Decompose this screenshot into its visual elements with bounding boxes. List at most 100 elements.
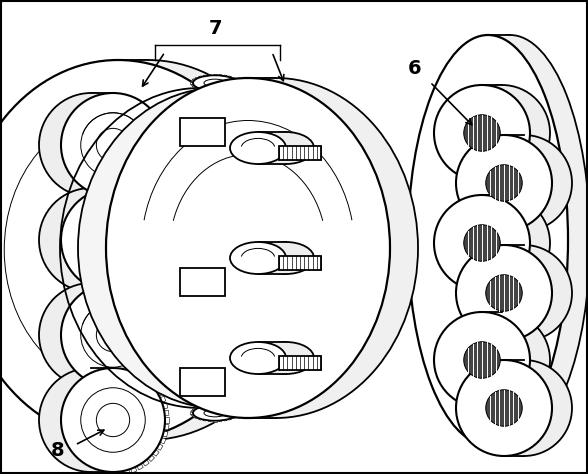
Polygon shape: [198, 418, 204, 420]
Polygon shape: [226, 88, 232, 90]
Polygon shape: [72, 452, 81, 462]
Bar: [202, 243, 216, 249]
Ellipse shape: [430, 35, 588, 445]
Polygon shape: [208, 90, 212, 91]
Ellipse shape: [408, 35, 568, 445]
Bar: [202, 103, 216, 109]
Bar: [279, 356, 321, 370]
Ellipse shape: [464, 115, 500, 151]
Polygon shape: [153, 442, 163, 450]
Polygon shape: [129, 367, 137, 377]
Polygon shape: [233, 414, 239, 415]
Polygon shape: [123, 365, 130, 374]
Polygon shape: [222, 75, 227, 77]
Polygon shape: [91, 368, 113, 472]
Polygon shape: [229, 407, 235, 409]
Polygon shape: [222, 405, 227, 407]
Polygon shape: [195, 407, 201, 409]
Bar: [202, 208, 216, 214]
Bar: [202, 152, 216, 158]
Bar: [202, 257, 216, 263]
Bar: [202, 145, 216, 151]
Bar: [202, 327, 216, 333]
Polygon shape: [218, 90, 222, 91]
Polygon shape: [229, 77, 235, 79]
Polygon shape: [233, 410, 239, 412]
Ellipse shape: [258, 242, 314, 274]
Polygon shape: [161, 418, 169, 422]
Ellipse shape: [230, 132, 286, 164]
Polygon shape: [192, 85, 198, 87]
Polygon shape: [235, 82, 240, 83]
Polygon shape: [482, 312, 502, 408]
Text: 7: 7: [208, 18, 222, 37]
Ellipse shape: [39, 188, 143, 292]
Polygon shape: [213, 74, 216, 76]
Polygon shape: [57, 424, 66, 430]
Ellipse shape: [456, 360, 552, 456]
Bar: [279, 256, 321, 270]
Polygon shape: [213, 420, 216, 422]
Polygon shape: [96, 365, 103, 374]
Polygon shape: [129, 463, 137, 473]
Polygon shape: [191, 412, 196, 413]
Text: 6: 6: [408, 58, 422, 78]
Polygon shape: [153, 390, 163, 398]
Ellipse shape: [61, 368, 165, 472]
Polygon shape: [504, 135, 524, 231]
Polygon shape: [192, 79, 198, 81]
Bar: [202, 271, 216, 277]
Polygon shape: [63, 390, 73, 398]
Polygon shape: [91, 283, 113, 387]
Polygon shape: [117, 364, 123, 373]
Ellipse shape: [464, 225, 500, 261]
Polygon shape: [218, 419, 222, 421]
Polygon shape: [226, 76, 232, 78]
Polygon shape: [232, 85, 238, 87]
Polygon shape: [140, 374, 149, 383]
Ellipse shape: [464, 342, 500, 378]
Polygon shape: [67, 384, 76, 393]
Bar: [202, 390, 216, 396]
Polygon shape: [60, 436, 70, 444]
Polygon shape: [58, 430, 68, 437]
Polygon shape: [60, 396, 70, 404]
Bar: [202, 299, 216, 305]
Polygon shape: [226, 418, 232, 420]
Polygon shape: [149, 384, 159, 393]
Polygon shape: [233, 81, 239, 82]
Text: 8: 8: [51, 440, 65, 459]
Polygon shape: [67, 447, 76, 456]
Bar: [202, 138, 216, 144]
Bar: [279, 146, 321, 160]
Polygon shape: [195, 87, 201, 89]
Ellipse shape: [454, 312, 550, 408]
Polygon shape: [233, 84, 239, 85]
Polygon shape: [145, 452, 155, 462]
Bar: [202, 117, 216, 123]
Polygon shape: [149, 447, 159, 456]
Ellipse shape: [434, 195, 530, 291]
Polygon shape: [89, 367, 97, 377]
Polygon shape: [208, 74, 212, 76]
Polygon shape: [159, 403, 168, 410]
Ellipse shape: [230, 242, 286, 274]
Polygon shape: [191, 82, 196, 83]
Polygon shape: [218, 404, 222, 407]
Polygon shape: [198, 88, 204, 90]
Polygon shape: [135, 370, 143, 380]
Bar: [202, 131, 216, 137]
Polygon shape: [57, 418, 65, 422]
Bar: [202, 166, 216, 172]
Polygon shape: [145, 379, 155, 388]
Bar: [202, 348, 216, 354]
Bar: [202, 306, 216, 312]
Polygon shape: [58, 403, 68, 410]
Polygon shape: [208, 404, 212, 407]
Polygon shape: [83, 460, 91, 470]
Polygon shape: [111, 364, 115, 372]
Polygon shape: [229, 87, 235, 89]
Polygon shape: [203, 89, 208, 91]
Polygon shape: [208, 419, 212, 421]
Polygon shape: [192, 409, 198, 410]
